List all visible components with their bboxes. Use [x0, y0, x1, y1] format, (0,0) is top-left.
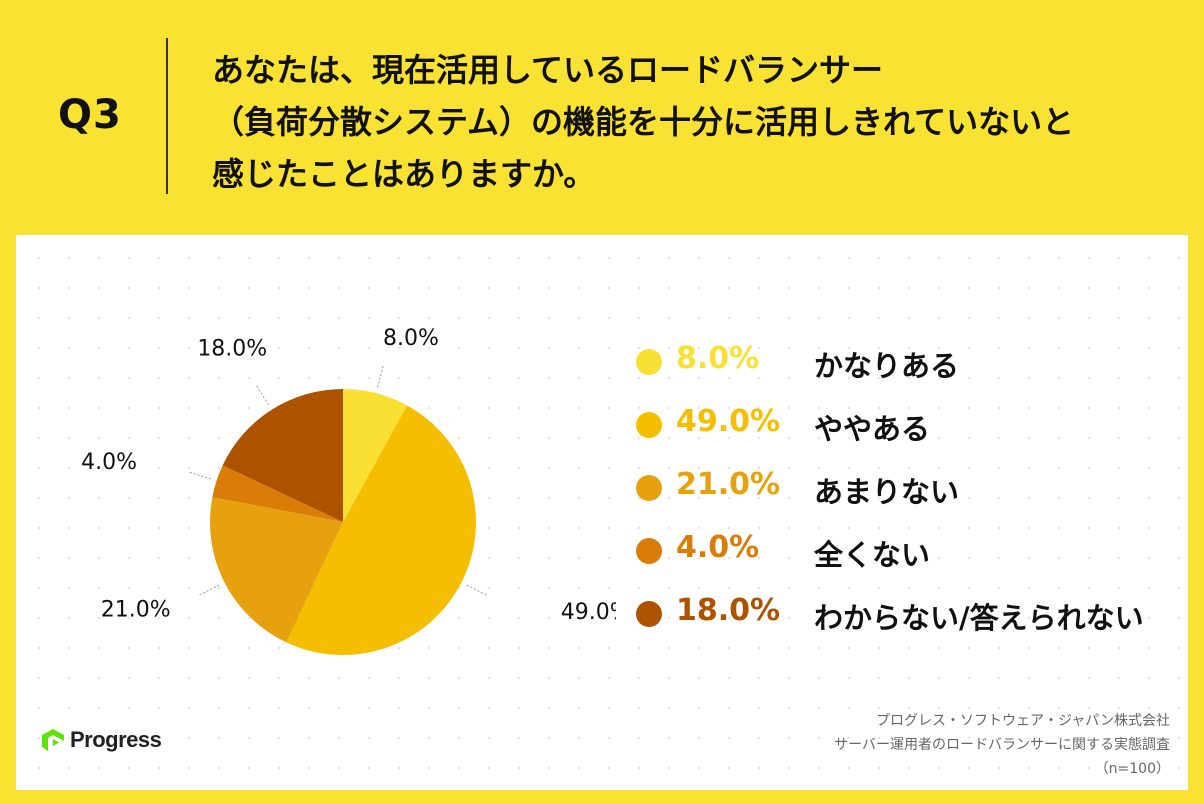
progress-logo-icon: [42, 729, 64, 751]
pie-data-label: 49.0%: [561, 600, 616, 625]
pie-slice: [286, 405, 477, 656]
question-line-3: 感じたことはありますか。: [212, 155, 596, 193]
pie-leader-line: [466, 584, 487, 596]
legend-dot: [636, 601, 662, 627]
question-line-2: （負荷分散システム）の機能を十分に活用しきれていないと: [212, 103, 1075, 141]
pie-leader-line: [256, 385, 269, 405]
legend-dot: [636, 412, 662, 438]
legend-label: あまりない: [814, 475, 960, 509]
legend-percent: 49.0%: [676, 404, 781, 439]
question-number: Q3: [58, 92, 122, 138]
pie-slice: [210, 497, 343, 643]
legend-dot: [636, 538, 662, 564]
pie-data-label: 8.0%: [383, 326, 439, 351]
source-sample: （n=100）: [1094, 761, 1170, 777]
source-note: プログレス・ソフトウェア・ジャパン株式会社 サーバー運用者のロードバランサーに関…: [834, 709, 1170, 781]
legend-percent: 8.0%: [676, 341, 760, 376]
question-text: あなたは、現在活用しているロードバランサー （負荷分散システム）の機能を十分に活…: [212, 44, 1172, 200]
pie-slice: [222, 389, 343, 522]
legend-percent: 4.0%: [676, 530, 760, 565]
progress-logo-text: Progress: [70, 727, 162, 752]
pie-slice: [343, 389, 408, 522]
pie-leader-line: [199, 584, 220, 596]
legend-dot: [636, 475, 662, 501]
legend-label: わからない/答えられない: [814, 601, 1144, 635]
pie-chart: 8.0% 49.0% 21.0% 4.0% 18.0%: [81, 326, 616, 656]
legend-percent: 21.0%: [676, 467, 781, 502]
pie-slice: [212, 465, 343, 522]
progress-logo[interactable]: Progress: [40, 727, 162, 753]
pie-leader-line: [377, 365, 384, 388]
legend-percent: 18.0%: [676, 593, 781, 628]
legend-label: ややある: [814, 412, 931, 446]
chart-card: 8.0% 49.0% 21.0% 4.0% 18.0% 8.0% かなりある 49.0%…: [16, 235, 1188, 790]
pie-data-label: 18.0%: [197, 336, 267, 361]
legend-dot: [636, 349, 662, 375]
legend-label: かなりある: [814, 349, 960, 383]
legend-label: 全くない: [814, 538, 931, 572]
source-survey: サーバー運用者のロードバランサーに関する実態調査: [834, 737, 1170, 753]
question-line-1: あなたは、現在活用しているロードバランサー: [212, 51, 884, 89]
source-company: プログレス・ソフトウェア・ジャパン株式会社: [876, 713, 1170, 729]
question-divider: [166, 38, 168, 194]
pie-data-label: 4.0%: [81, 450, 137, 475]
pie-leader-line: [189, 471, 211, 480]
pie-data-label: 21.0%: [101, 597, 171, 622]
